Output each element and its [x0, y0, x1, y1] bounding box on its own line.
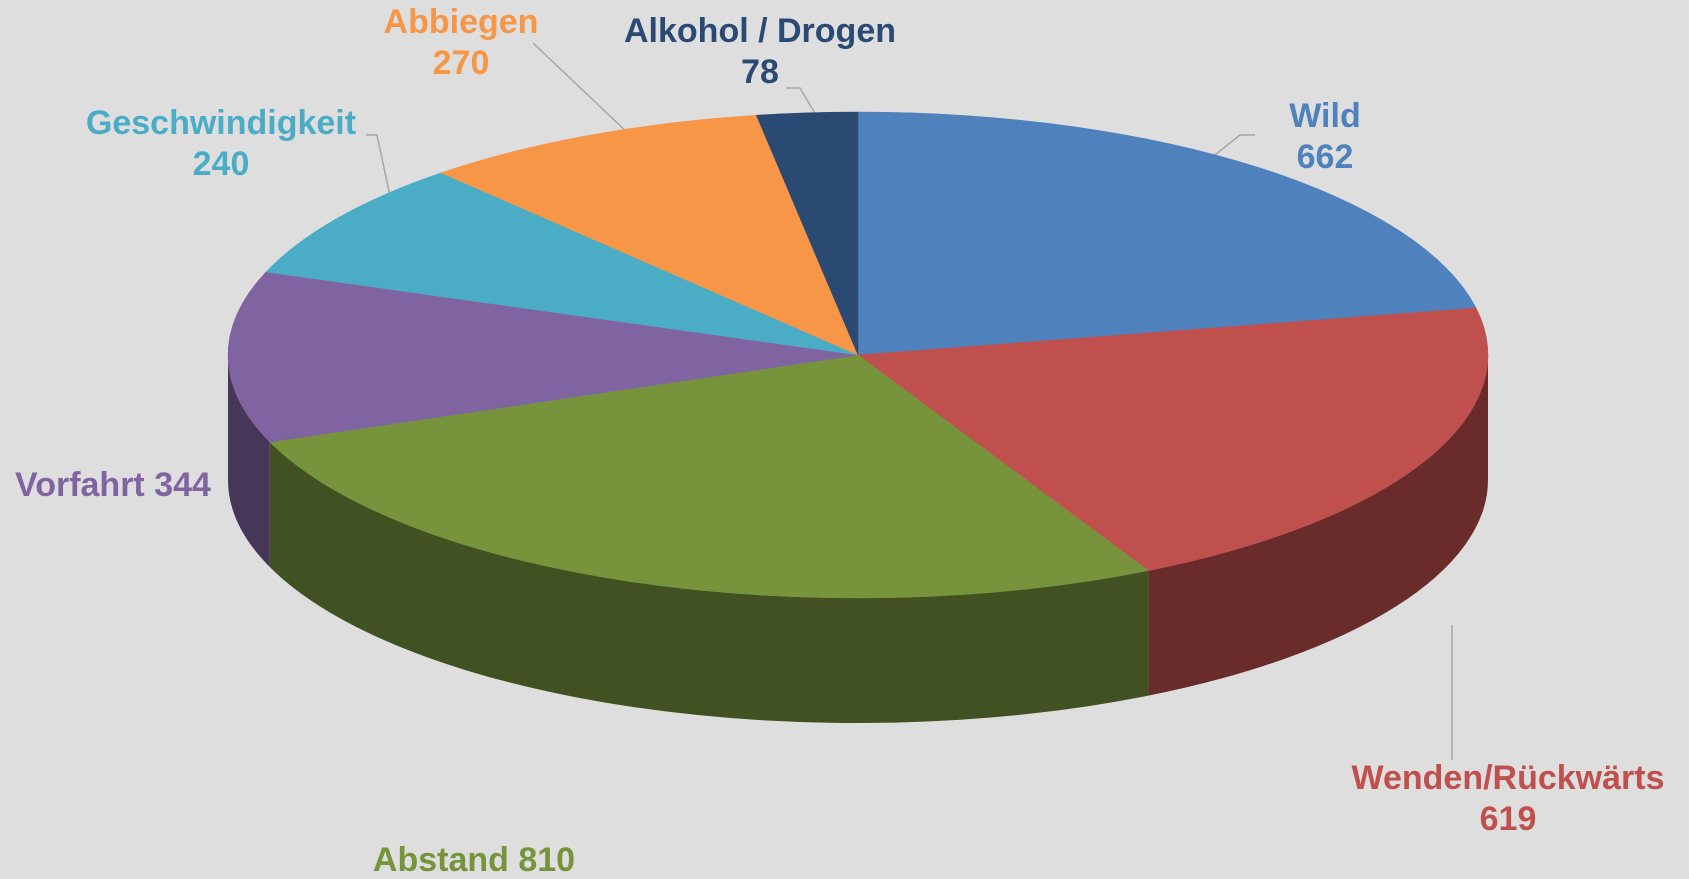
data-label-value: 810 — [518, 841, 575, 879]
data-label-value: 270 — [433, 44, 490, 82]
pie-sides — [228, 355, 1488, 723]
data-label-name: Wild — [1289, 97, 1360, 135]
leader-lines — [366, 42, 1453, 760]
data-label-name: Abstand — [373, 841, 509, 879]
data-label: Vorfahrt 344 — [15, 466, 211, 504]
pie-slice — [265, 172, 859, 356]
leader-line — [366, 134, 394, 211]
leader-line — [786, 87, 817, 116]
data-label: Abstand 810 — [373, 841, 575, 879]
pie-slice — [269, 354, 1150, 599]
pie-slice — [755, 111, 859, 356]
data-label-value: 662 — [1297, 138, 1354, 176]
pie-side — [1148, 355, 1488, 696]
data-label-value: 344 — [154, 466, 211, 504]
data-label-name: Alkohol / Drogen — [624, 12, 896, 50]
pie-slice — [857, 307, 1489, 571]
pie-slice — [857, 111, 1477, 356]
data-label-name: Abbiegen — [384, 3, 539, 41]
pie-side — [269, 442, 1149, 723]
data-label-value: 240 — [193, 145, 250, 183]
leader-line — [532, 42, 631, 136]
pie-slice — [227, 271, 859, 443]
pie-slice — [440, 114, 859, 356]
data-label-name: Vorfahrt — [15, 466, 145, 504]
leader-line — [1205, 134, 1255, 163]
pie-side — [228, 355, 270, 568]
pie-tops — [227, 111, 1489, 599]
data-label-name: Wenden/Rückwärts — [1351, 759, 1664, 797]
data-label-name: Geschwindigkeit — [86, 104, 356, 142]
data-label-value: 619 — [1480, 800, 1537, 838]
data-label-value: 78 — [741, 53, 779, 91]
